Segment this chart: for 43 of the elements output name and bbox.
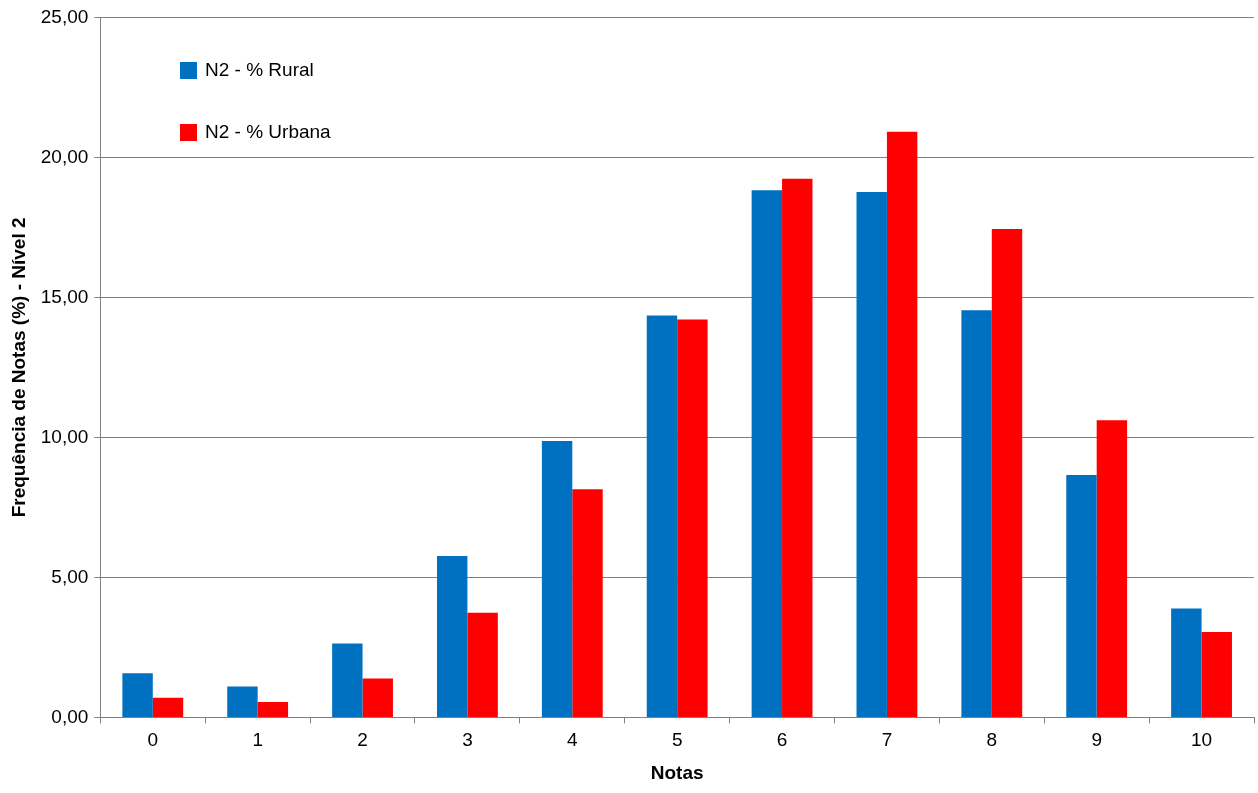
bar [541,441,573,717]
bar [961,310,992,717]
bar [1096,420,1128,717]
y-tick-label: 0,00 [51,705,89,727]
x-tick-label: 6 [776,729,788,751]
y-tick-label: 20,00 [40,145,89,167]
bar [1066,474,1097,717]
legend-label: N2 - % Rural [205,59,314,81]
x-tick-label: 0 [147,729,159,751]
bar [332,643,363,717]
y-tick-label: 10,00 [40,425,89,447]
bar [886,131,918,717]
x-tick-label: 3 [462,729,473,751]
x-tick-label: 9 [1091,729,1102,751]
bar [991,229,1023,717]
bar [572,489,603,717]
bar [437,556,468,717]
x-tick-label: 2 [357,729,368,751]
y-tick-label: 5,00 [51,565,89,587]
y-axis-title: Frequência de Notas (%) - Nível 2 [7,217,29,518]
y-tick-label: 15,00 [40,285,89,307]
bar [646,315,678,717]
bar [152,697,184,717]
bar [1171,608,1202,717]
x-tick-label: 1 [252,729,263,751]
bar [122,673,153,717]
bar [257,702,289,717]
x-tick-label: 8 [986,729,998,751]
legend-label: N2 - % Urbana [205,121,331,143]
bar [227,686,258,717]
bar [1201,632,1232,717]
x-tick-label: 5 [671,729,683,751]
bar [467,612,498,717]
x-tick-label: 7 [881,729,893,751]
x-tick-label: 10 [1190,729,1213,751]
y-tick-label: 25,00 [40,5,89,27]
bar [362,678,393,717]
x-axis-title: Notas [650,761,704,783]
bar [856,192,887,717]
bar [751,190,783,717]
bar [677,319,708,717]
x-tick-label: 4 [567,729,579,751]
bar [782,178,813,717]
